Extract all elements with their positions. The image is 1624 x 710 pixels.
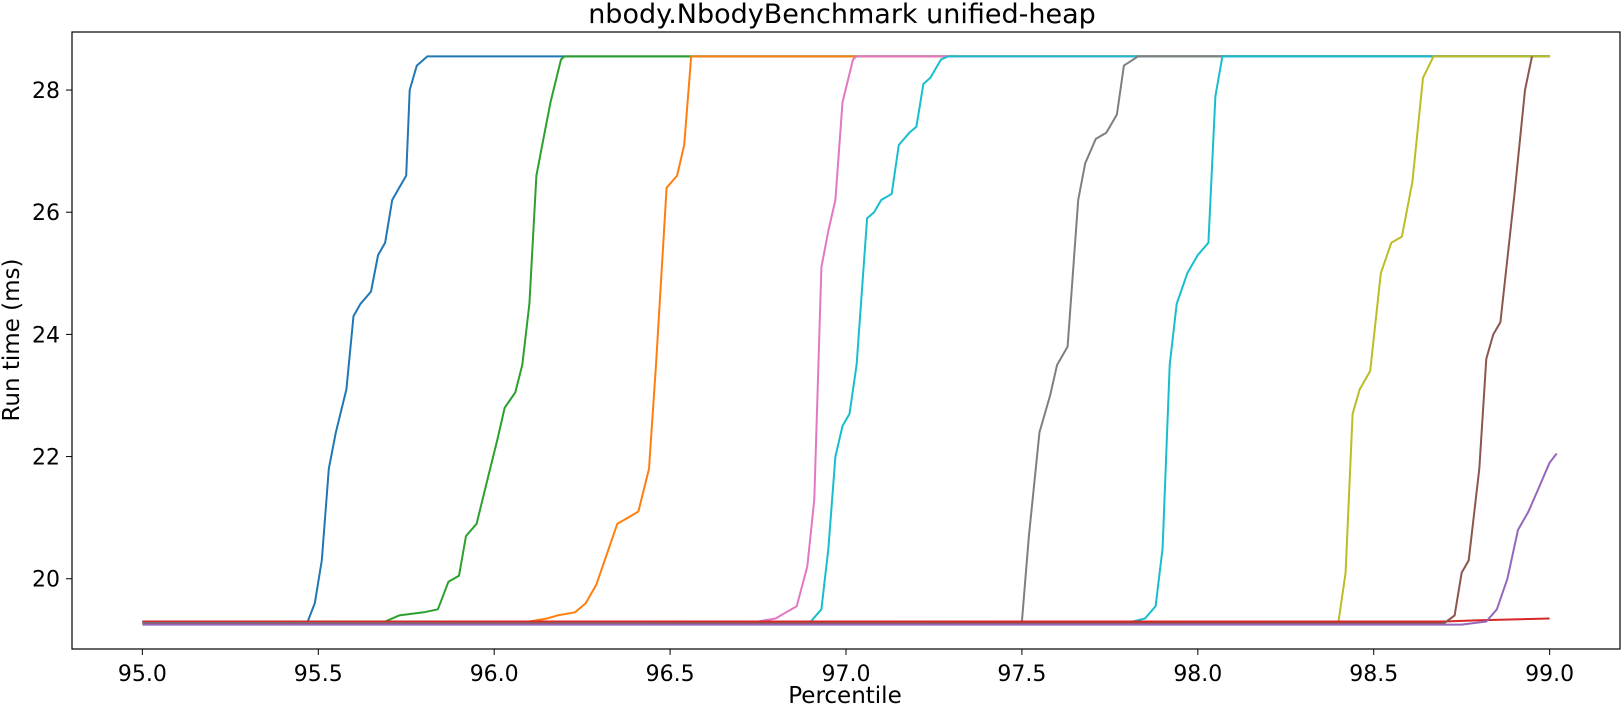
x-tick-label: 98.0 xyxy=(1173,662,1222,687)
series-line-1 xyxy=(142,55,1550,623)
chart-title: nbody.NbodyBenchmark unified-heap xyxy=(588,0,1096,30)
plot-lines xyxy=(142,55,1558,626)
x-tick-label: 99.0 xyxy=(1525,662,1574,687)
x-tick-label: 97.5 xyxy=(997,662,1046,687)
series-line-3 xyxy=(142,55,1550,623)
series-line-10 xyxy=(142,56,1533,625)
series-line-4 xyxy=(142,55,1550,623)
x-tick-label: 96.5 xyxy=(646,662,695,687)
x-axis: 95.0 95.5 96.0 96.5 97.0 97.5 98.0 98.5 99.0 xyxy=(118,649,1574,687)
series-line-5 xyxy=(142,55,1550,623)
x-tick-label: 95.5 xyxy=(294,662,343,687)
y-tick-label: 24 xyxy=(32,323,60,348)
x-tick-label: 95.0 xyxy=(118,662,167,687)
series-line-2 xyxy=(142,55,1550,623)
series-line-8 xyxy=(142,55,1550,625)
series-line-9 xyxy=(142,617,1550,623)
series-line-7 xyxy=(142,55,1550,624)
y-tick-label: 22 xyxy=(32,446,60,471)
series-line-6 xyxy=(142,55,1550,625)
x-tick-label: 97.0 xyxy=(822,662,871,687)
y-tick-label: 26 xyxy=(32,201,60,226)
y-tick-label: 28 xyxy=(32,79,60,104)
plot-area-frame xyxy=(71,31,1621,650)
x-tick-label: 98.5 xyxy=(1349,662,1398,687)
y-axis-label: Run time (ms) xyxy=(0,258,25,421)
x-tick-label: 96.0 xyxy=(470,662,519,687)
series-line-11 xyxy=(142,452,1558,626)
y-axis: 20 22 24 26 28 xyxy=(32,79,72,593)
x-axis-label: Percentile xyxy=(788,683,901,709)
y-tick-label: 20 xyxy=(32,568,60,593)
